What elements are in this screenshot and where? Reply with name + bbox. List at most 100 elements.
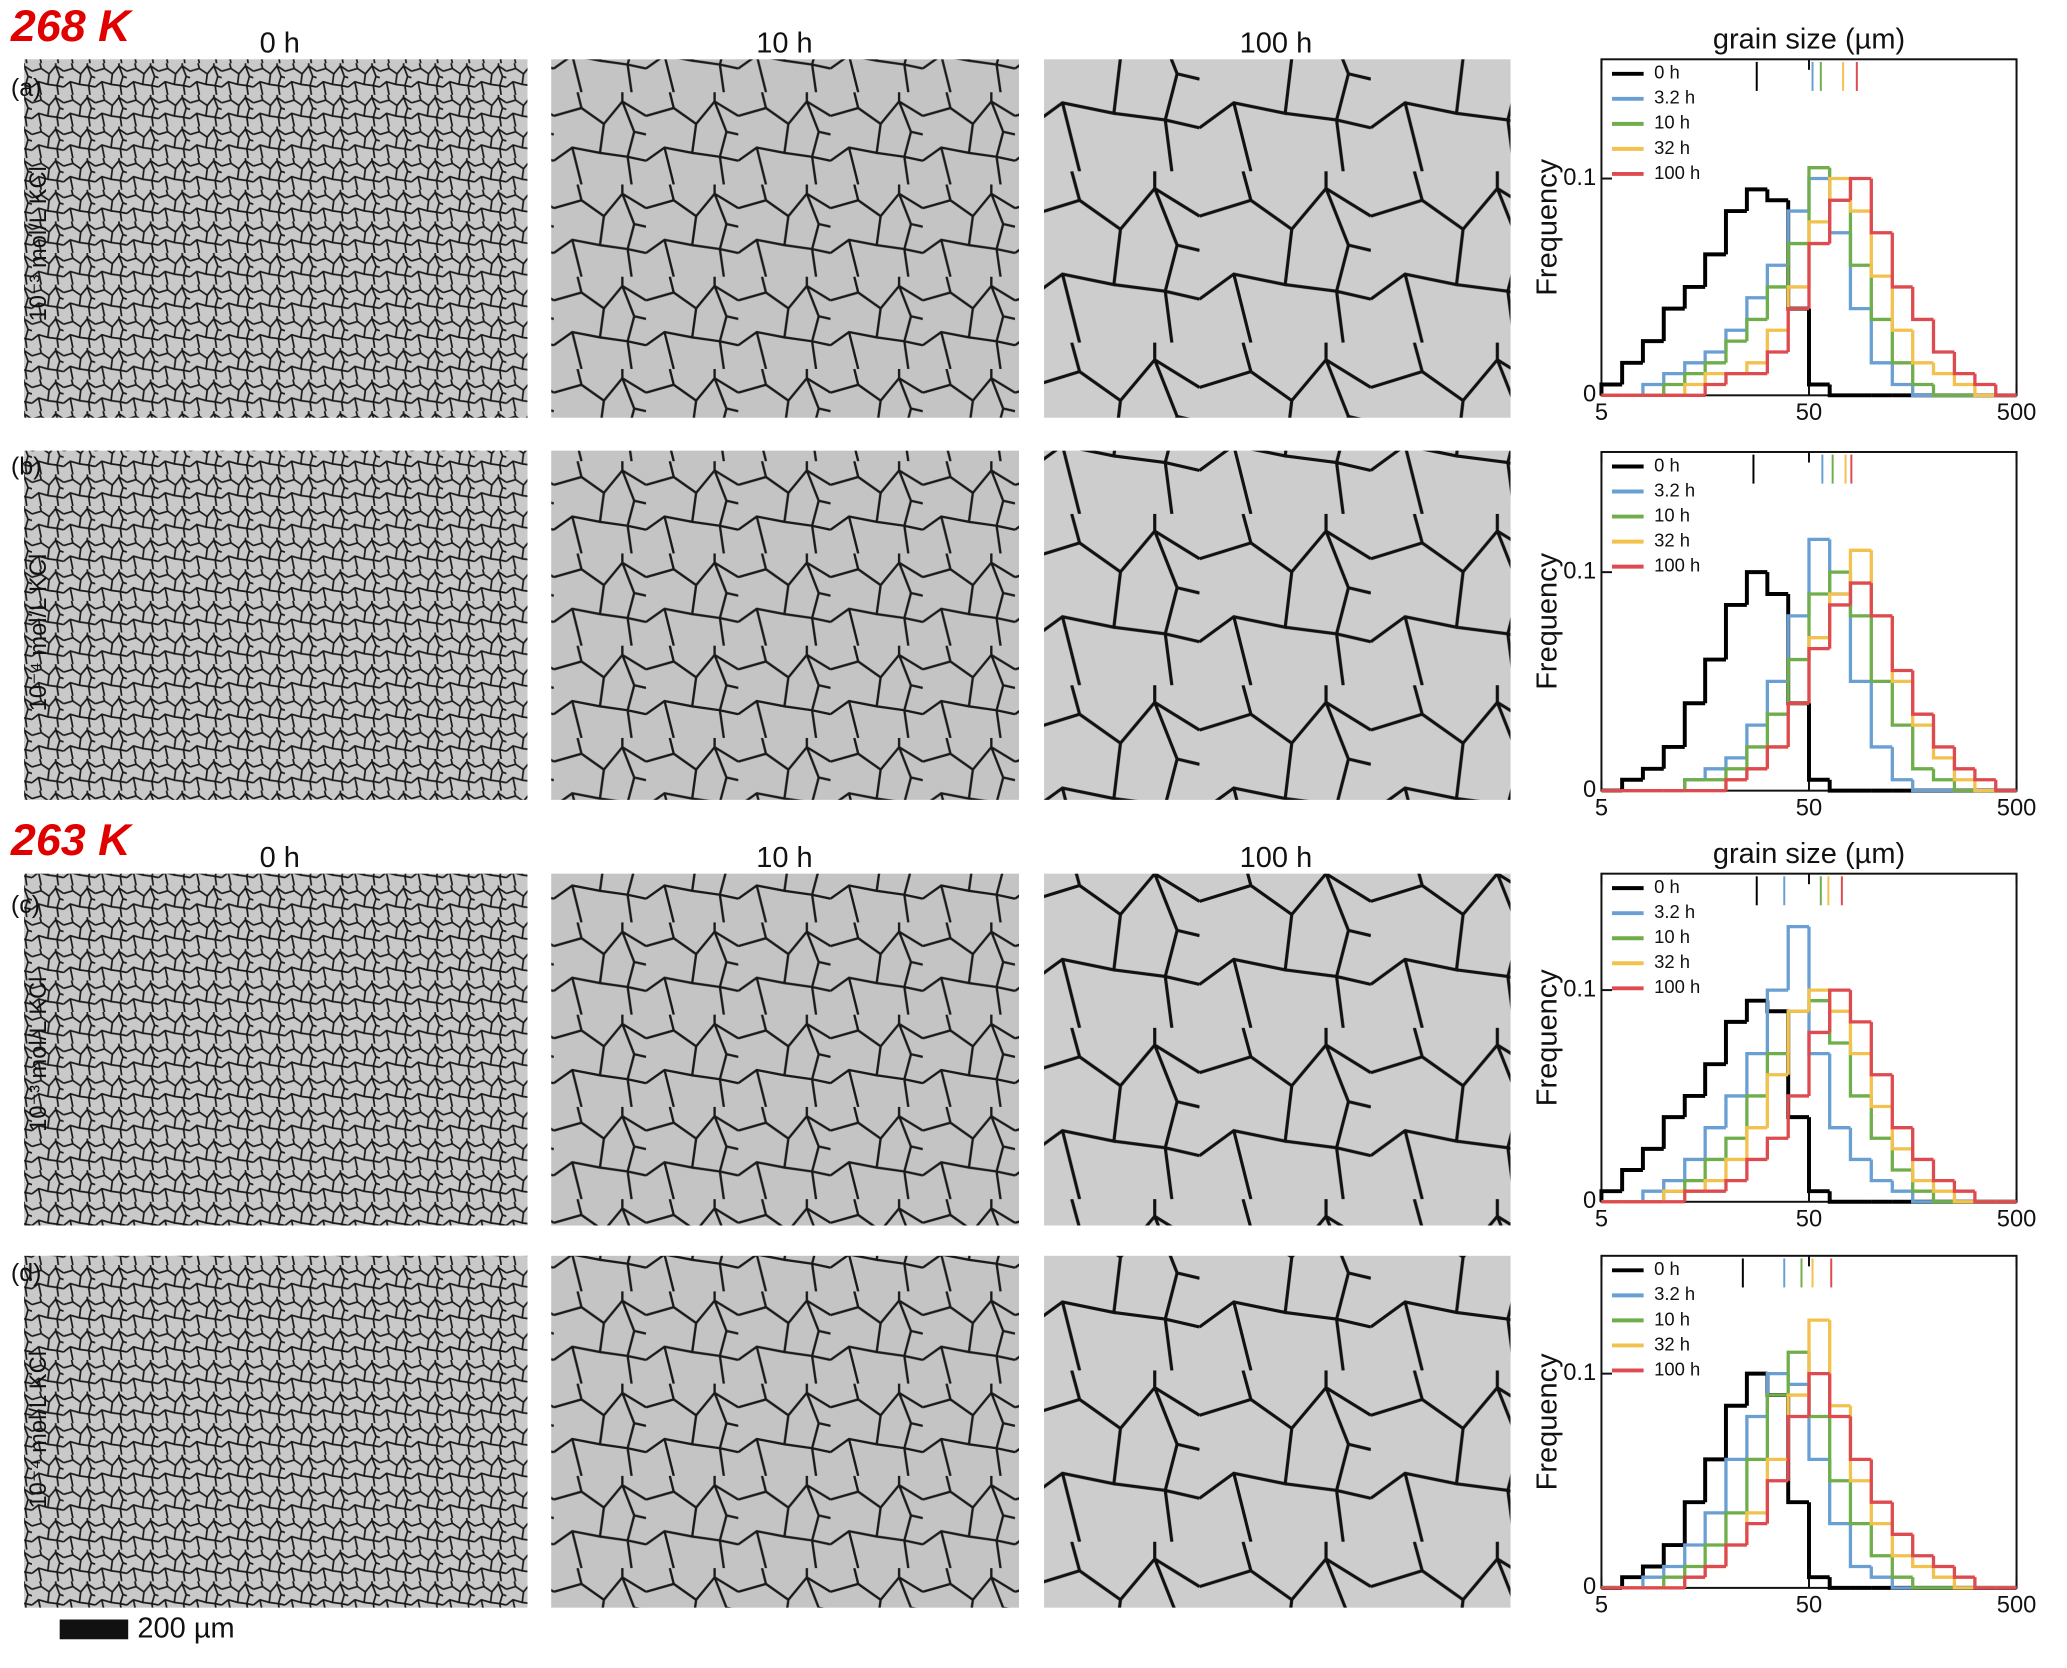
histogram-step bbox=[1848, 1416, 1872, 1461]
histogram-step bbox=[1828, 1459, 1851, 1526]
histogram-step bbox=[1786, 701, 1809, 747]
histogram-step bbox=[1848, 1127, 1872, 1162]
legend-label: 100 h bbox=[1654, 1358, 1700, 1379]
histogram-step bbox=[1765, 745, 1789, 769]
histogram-step bbox=[1869, 1053, 1893, 1109]
histogram-step bbox=[1807, 703, 1830, 782]
row-label: 10⁻³ mol/L KCl bbox=[26, 977, 52, 1132]
histogram-step bbox=[1973, 384, 1996, 397]
histogram-step bbox=[1723, 602, 1747, 660]
legend-label: 32 h bbox=[1654, 529, 1690, 550]
micrograph bbox=[551, 1255, 1020, 1608]
histogram-step bbox=[1683, 382, 1706, 396]
histogram-step bbox=[1786, 1011, 1809, 1120]
histogram-step bbox=[1973, 768, 1996, 782]
histogram-step bbox=[1952, 1577, 1975, 1590]
histogram-step bbox=[1724, 1543, 1747, 1567]
histogram-step bbox=[1869, 211, 1893, 278]
histogram-step bbox=[1869, 583, 1893, 618]
y-axis-label: Frequency bbox=[1531, 969, 1563, 1106]
legend-label: 32 h bbox=[1654, 137, 1690, 158]
histogram-step bbox=[1703, 1178, 1726, 1192]
histogram-step bbox=[1765, 189, 1789, 203]
y-tick-label: 0.1 bbox=[1563, 1360, 1596, 1386]
histogram-step bbox=[1973, 1191, 1996, 1204]
histogram-step bbox=[1869, 1523, 1893, 1558]
histogram-step bbox=[1973, 779, 1996, 793]
histogram-step bbox=[1765, 1073, 1789, 1128]
histogram-step bbox=[1931, 1566, 1955, 1579]
histogram-step bbox=[1723, 1403, 1747, 1460]
histogram-step bbox=[1931, 1159, 1955, 1183]
time-header: 100 h bbox=[1240, 842, 1313, 874]
histogram-step bbox=[1911, 1148, 1934, 1183]
histogram-step bbox=[1703, 252, 1726, 287]
histogram-step bbox=[1723, 209, 1747, 255]
histogram-step bbox=[1911, 330, 1934, 365]
histogram-step bbox=[1744, 570, 1768, 605]
histogram-step bbox=[1890, 1523, 1913, 1558]
histogram-step bbox=[1683, 1178, 1706, 1192]
panel-label: (c) bbox=[11, 891, 40, 919]
histogram-step bbox=[1786, 241, 1809, 287]
histogram-step bbox=[1786, 657, 1809, 715]
histogram-step bbox=[1911, 670, 1934, 716]
histogram-step bbox=[1786, 924, 1809, 991]
legend-label: 0 h bbox=[1654, 62, 1680, 83]
legend-label: 100 h bbox=[1654, 976, 1700, 997]
histogram-step bbox=[1952, 1191, 1975, 1204]
histogram-step bbox=[1682, 701, 1706, 747]
y-tick-label: 0 bbox=[1583, 382, 1596, 408]
histogram-step bbox=[1911, 779, 1934, 793]
histogram-step bbox=[1807, 220, 1830, 287]
micrograph bbox=[551, 450, 1020, 800]
time-header: 10 h bbox=[756, 842, 812, 874]
histogram-step bbox=[1683, 1543, 1706, 1567]
histogram-step bbox=[1931, 362, 1955, 376]
histogram-step bbox=[1744, 187, 1768, 212]
histogram-step bbox=[1745, 1457, 1768, 1513]
micrograph bbox=[24, 59, 528, 418]
histogram-step bbox=[1828, 570, 1851, 595]
micrograph bbox=[1044, 59, 1511, 418]
histogram-step bbox=[1828, 178, 1851, 235]
legend-label: 0 h bbox=[1654, 454, 1680, 475]
legend-label: 100 h bbox=[1654, 162, 1700, 183]
histogram-step bbox=[1683, 1189, 1706, 1202]
histogram-step bbox=[1828, 988, 1851, 1033]
histogram-step bbox=[1807, 1318, 1830, 1396]
histogram-step bbox=[1620, 777, 1643, 791]
histogram-step bbox=[1703, 350, 1726, 363]
histogram-step bbox=[1931, 714, 1955, 749]
histogram-step bbox=[1661, 744, 1685, 769]
x-tick-label: 5 bbox=[1595, 400, 1608, 426]
histogram-step bbox=[1765, 328, 1789, 363]
micrograph bbox=[1044, 873, 1511, 1226]
histogram-step bbox=[1869, 1159, 1893, 1183]
histogram-step bbox=[1745, 317, 1768, 342]
histogram-step bbox=[1994, 779, 2017, 793]
histogram-step bbox=[1890, 1502, 1913, 1536]
histogram-step bbox=[1661, 306, 1685, 342]
histogram-step bbox=[1724, 1457, 1747, 1513]
time-header: 100 h bbox=[1240, 27, 1313, 59]
histogram-step bbox=[1786, 1393, 1809, 1460]
y-axis-label: Frequency bbox=[1531, 1353, 1563, 1490]
histogram-step bbox=[1869, 1095, 1893, 1140]
x-tick-label: 500 bbox=[1997, 1207, 2037, 1233]
histogram-step bbox=[1931, 384, 1955, 397]
histogram-step bbox=[1807, 1502, 1830, 1580]
x-tick-label: 5 bbox=[1595, 1207, 1608, 1233]
histogram-step bbox=[1911, 1555, 1934, 1569]
histogram-step bbox=[1641, 1189, 1664, 1202]
legend-label: 3.2 h bbox=[1654, 87, 1695, 108]
histogram-step bbox=[1683, 371, 1706, 385]
histogram-step bbox=[1952, 351, 1975, 376]
histogram-step bbox=[1620, 360, 1643, 385]
x-axis-label: grain size (µm) bbox=[1713, 24, 1905, 56]
histogram-step bbox=[1703, 1157, 1726, 1181]
histogram-step bbox=[1786, 1009, 1809, 1075]
histogram-step bbox=[1744, 998, 1768, 1022]
histogram-step bbox=[1765, 1393, 1789, 1460]
histogram-step bbox=[1890, 276, 1913, 332]
